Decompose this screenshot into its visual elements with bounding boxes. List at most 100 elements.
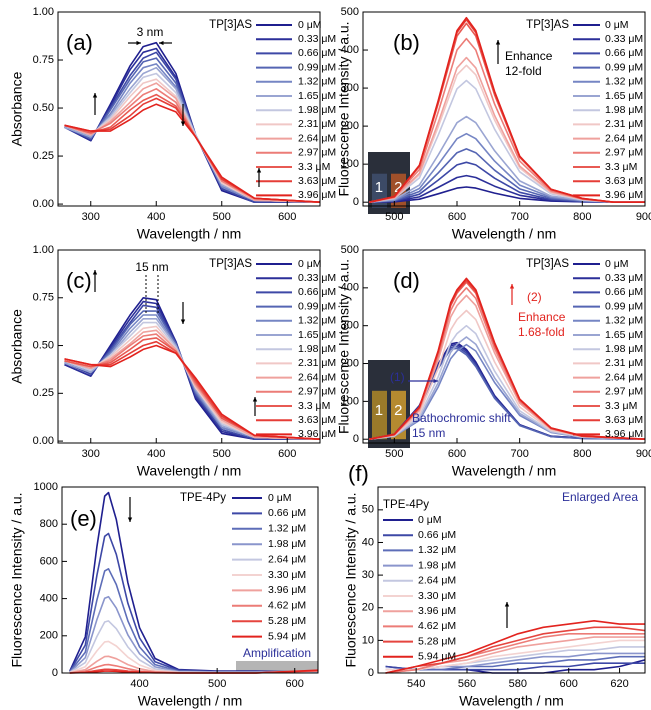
legend-label: 1.65 μM [605, 329, 643, 341]
y-tick-label: 40 [362, 536, 374, 548]
legend-label: 0.99 μM [298, 61, 336, 73]
legend-label: 4.62 μM [268, 600, 306, 612]
y-tick-label: 500 [341, 244, 359, 256]
annotation: 3 nm [137, 25, 164, 39]
legend-label: 3.63 μM [605, 175, 643, 187]
inset-label: 1 [375, 179, 383, 196]
y-tick-label: 400 [40, 593, 58, 605]
inset-label: 1 [375, 402, 383, 419]
inset-label: 2 [394, 179, 402, 196]
series-line [64, 340, 321, 440]
legend-label: 0.33 μM [298, 33, 336, 45]
y-axis-label: Fluorescence Intensity / a.u. [343, 492, 359, 667]
series-line [64, 325, 321, 440]
legend-label: 2.64 μM [268, 553, 306, 565]
y-tick-label: 0.00 [33, 198, 54, 210]
y-tick-label: 0.00 [33, 435, 54, 447]
y-tick-label: 0.25 [33, 387, 54, 399]
legend-label: 0 μM [298, 258, 322, 270]
legend-label: 0.66 μM [268, 507, 306, 519]
annotation: Enlarged Area [562, 490, 638, 504]
legend-label: 1.32 μM [605, 76, 643, 88]
legend-title: TPE-4Py [180, 492, 226, 504]
arrow-head [127, 517, 133, 522]
arrow-head [180, 319, 186, 324]
annotation: 1.68-fold [518, 325, 565, 339]
legend-label: 1.98 μM [605, 343, 643, 355]
legend-label: 3.63 μM [298, 414, 336, 426]
y-tick-label: 50 [362, 504, 374, 516]
arrow-head [504, 602, 510, 607]
series-line [369, 324, 646, 440]
legend-label: 0.33 μM [605, 33, 643, 45]
y-tick-label: 600 [40, 555, 58, 567]
x-axis-label: Wavelength / nm [137, 463, 242, 479]
legend-label: 3.96 μM [298, 189, 336, 201]
y-tick-label: 0 [368, 667, 374, 679]
x-tick-label: 800 [573, 448, 591, 460]
annotation: 15 nm [135, 260, 168, 274]
legend-label: 1.98 μM [418, 559, 456, 571]
x-tick-label: 500 [213, 211, 231, 223]
legend-label: 0 μM [605, 19, 629, 31]
legend-label: 2.31 μM [605, 357, 643, 369]
x-tick-label: 540 [407, 678, 425, 690]
series-line [369, 309, 646, 440]
legend-label: 2.97 μM [605, 386, 643, 398]
legend-label: 3.3 μM [298, 161, 330, 173]
plot-frame [61, 486, 319, 674]
legend-label: 1.98 μM [298, 343, 336, 355]
plot-frame [362, 249, 646, 444]
legend-label: 3.96 μM [268, 584, 306, 596]
legend-title: TP[3]AS [526, 19, 569, 31]
legend-label: 0.66 μM [605, 286, 643, 298]
legend-label: 3.3 μM [605, 400, 637, 412]
series-line [64, 344, 321, 440]
legend-label: 0.66 μM [298, 286, 336, 298]
legend-label: 1.98 μM [298, 104, 336, 116]
x-axis-label: Wavelength / nm [452, 226, 557, 242]
legend-label: 3.3 μM [298, 400, 330, 412]
legend-label: 2.64 μM [418, 575, 456, 587]
legend-label: 1.65 μM [298, 90, 336, 102]
legend-label: 0 μM [418, 514, 442, 526]
legend-label: 5.94 μM [418, 651, 456, 663]
x-tick-label: 560 [458, 678, 476, 690]
x-tick-label: 600 [560, 678, 578, 690]
legend-label: 1.98 μM [605, 104, 643, 116]
y-tick-label: 1000 [34, 481, 58, 493]
legend-title: TP[3]AS [209, 19, 252, 31]
legend-label: 3.96 μM [605, 189, 643, 201]
legend-label: 2.97 μM [298, 386, 336, 398]
series-line [385, 639, 645, 671]
plot-frame [377, 486, 646, 674]
legend-label: 0.99 μM [605, 300, 643, 312]
x-tick-label: 700 [510, 448, 528, 460]
legend-label: 1.32 μM [268, 523, 306, 535]
x-tick-label: 500 [385, 448, 403, 460]
legend-title: TPE-4Py [383, 499, 429, 511]
legend-label: 3.96 μM [605, 428, 643, 440]
legend-label: 2.31 μM [298, 118, 336, 130]
legend-label: 0.33 μM [605, 272, 643, 284]
legend-label: 1.98 μM [268, 538, 306, 550]
series-line [64, 297, 320, 440]
y-axis-label: Absorbance [9, 71, 25, 146]
x-axis-label: Wavelength / nm [137, 226, 242, 242]
series-line [385, 620, 645, 674]
series-line [64, 82, 321, 203]
y-tick-label: 1.00 [33, 6, 54, 18]
x-axis-label: Wavelength / nm [459, 693, 564, 709]
y-axis-label: Fluorescence Intensity / a.u. [336, 259, 352, 434]
x-tick-label: 600 [278, 448, 296, 460]
legend-label: 3.96 μM [418, 605, 456, 617]
y-axis-label: Fluorescence Intensity / a.u. [9, 492, 25, 667]
legend-label: 1.65 μM [605, 90, 643, 102]
x-tick-label: 500 [385, 211, 403, 223]
y-tick-label: 300 [341, 82, 359, 94]
y-tick-label: 200 [341, 120, 359, 132]
annotation: Bathochromic shift [412, 411, 511, 425]
legend-label: 5.28 μM [268, 615, 306, 627]
y-tick-label: 10 [362, 634, 374, 646]
y-tick-label: 100 [341, 395, 359, 407]
